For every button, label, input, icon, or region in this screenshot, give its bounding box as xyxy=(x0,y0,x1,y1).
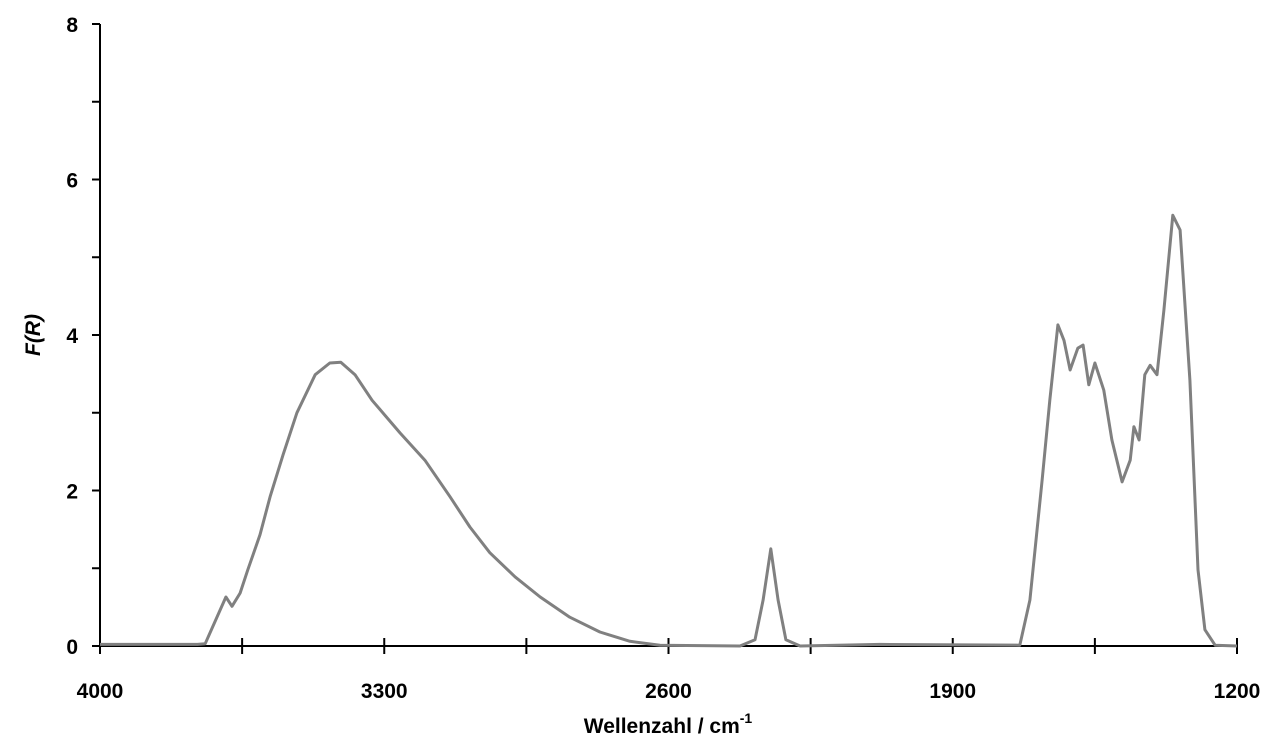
x-tick-label: 4000 xyxy=(77,680,124,703)
y-tick-label: 4 xyxy=(66,325,78,348)
x-tick-label: 3300 xyxy=(361,680,408,703)
x-tick-label: 2600 xyxy=(645,680,692,703)
x-axis-title: Wellenzahl / cm-1 xyxy=(584,710,753,738)
spectrum-line xyxy=(100,213,1238,648)
y-tick-label: 8 xyxy=(66,14,78,37)
x-tick-label: 1900 xyxy=(929,680,976,703)
y-tick-label: 0 xyxy=(66,636,78,659)
x-axis-title-superscript: -1 xyxy=(740,710,753,726)
y-axis-title: F(R) xyxy=(22,314,45,356)
x-axis-title-text: Wellenzahl / cm xyxy=(584,715,740,738)
x-tick-label: 1200 xyxy=(1214,680,1261,703)
y-tick-label: 6 xyxy=(66,170,78,193)
y-tick-label: 2 xyxy=(66,481,78,504)
